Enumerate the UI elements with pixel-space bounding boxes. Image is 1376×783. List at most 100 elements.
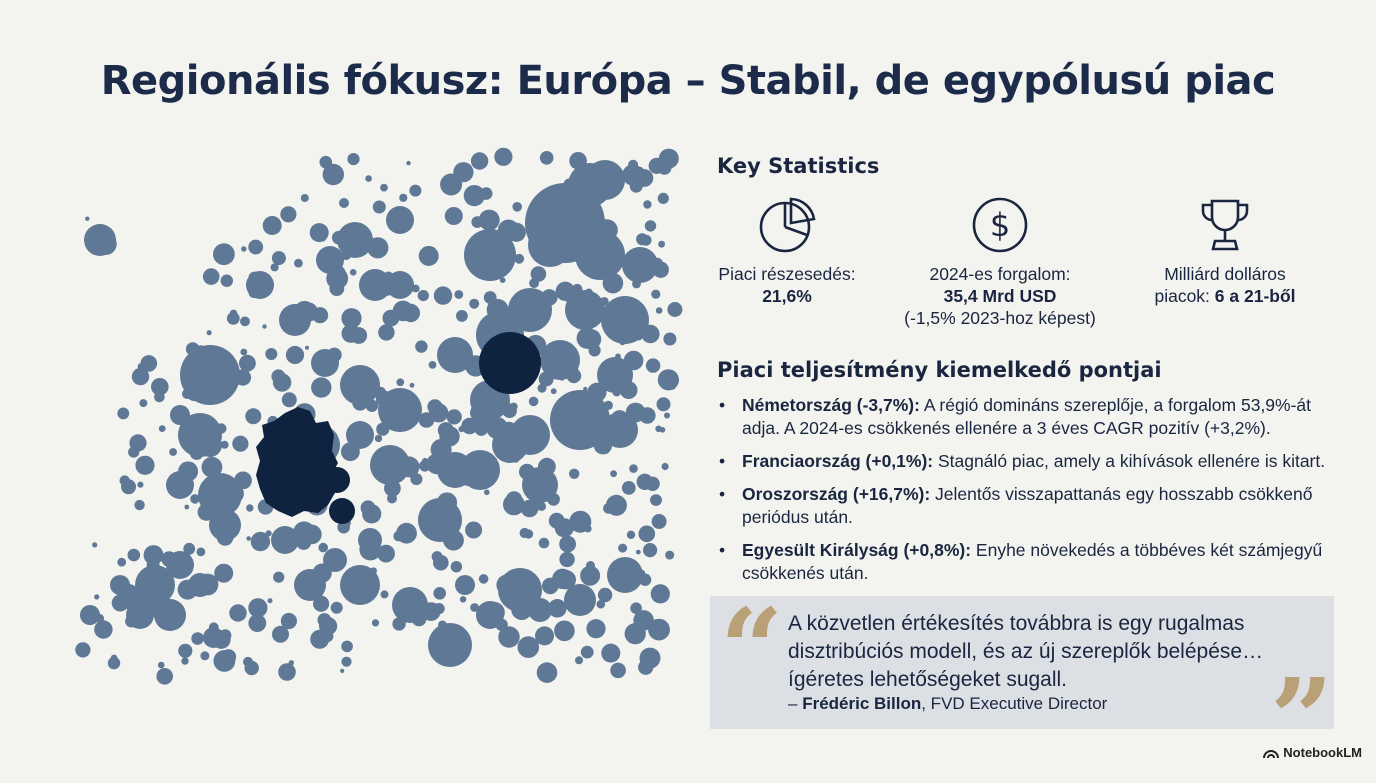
quote-box: “ A közvetlen értékesítés továbbra is eg… [710,594,1334,774]
map-bubble [588,344,601,357]
map-bubble [246,504,254,512]
map-bubble [652,261,669,278]
map-bubble [470,152,489,170]
map-bubble [325,552,344,570]
map-bubble [596,599,606,609]
stat-value: 21,6% [762,286,812,306]
map-bubble [555,281,575,301]
map-bubble [375,284,386,295]
map-bubble [117,407,130,420]
map-bubble [636,233,649,246]
map-bubble [332,230,346,245]
map-bubble [85,216,90,221]
map-bubble [119,475,130,486]
map-bubble [248,598,268,618]
map-bubble [625,402,646,423]
map-bubble [262,216,282,235]
map-bubble [648,618,670,641]
map-bubble [638,525,656,543]
map-bubble [346,421,374,449]
map-bubble [437,422,454,439]
map-bubble [145,597,166,617]
map-bubble [267,598,273,604]
map-bubble [473,236,488,251]
map-bubble [189,446,204,460]
map-bubble [417,290,429,302]
map-bubble [475,384,483,391]
map-bubble [296,583,308,594]
map-bubble [525,581,536,591]
map-bubble [438,620,447,630]
map-bubble [474,422,488,436]
map-bubble [651,289,661,299]
map-bubble [280,612,297,630]
map-bubble [376,422,390,436]
map-bubble [470,603,479,612]
map-bubble [248,287,260,299]
map-bubble [226,312,240,325]
map-bubble [633,610,654,631]
map-bubble [288,660,294,666]
map-bubble [139,399,148,408]
svg-text:$: $ [990,206,1010,244]
map-bubble [575,656,583,665]
map-bubble [161,551,177,567]
map-bubble [621,256,630,265]
map-bubble [232,435,249,452]
highlight-country: Franciaország (+0,1%): [742,451,934,471]
map-bubble [191,632,204,645]
dollar-icon: $ [972,197,1028,253]
highlight-text: Jelentős visszapattanás egy hosszabb csö… [742,484,1313,527]
map-bubble [519,463,535,480]
map-bubble [636,473,653,490]
stat-value: 6 a 21-ből [1214,286,1296,306]
map-bubble [619,339,626,346]
map-bubble [349,269,357,276]
list-item: • Egyesült Királyság (+0,8%): Enyhe növek… [717,539,1327,585]
map-bubble [160,579,169,588]
map-bubble [486,298,509,321]
map-bubble [496,574,518,596]
map-bubble [629,464,638,473]
map-bubble [511,598,533,620]
brand-name: NotebookLM [1283,745,1362,760]
bullet-dot: • [719,395,726,415]
map-bubble [380,590,389,599]
germany-shape [256,407,338,517]
highlight-text: Enyhe növekedés a többéves két számjegyű… [742,540,1323,583]
map-bubble [196,573,219,596]
map-bubble [625,328,637,340]
map-bubble [548,512,565,529]
map-bubble [444,207,463,225]
map-bubble [341,640,353,653]
map-bubble [143,545,164,565]
map-bubble [273,571,285,583]
map-bubble [511,454,520,463]
map-bubble [428,623,472,667]
map-bubble [626,166,647,186]
map-bubble [509,402,518,411]
map-bubble [643,200,652,209]
map-bubble [158,425,166,432]
map-bubble [216,529,234,546]
map-bubble [559,535,576,553]
map-bubble [661,462,669,471]
map-bubble [622,247,658,283]
map-bubble [234,471,252,490]
map-bubble [636,265,646,275]
map-bubble [318,542,329,553]
map-bubble [110,654,118,662]
map-bubble [587,382,607,402]
map-bubble [330,601,343,614]
map-bubble [603,400,613,410]
map-bubble [201,446,208,453]
map-bubble [229,604,247,622]
map-bubble [433,587,447,600]
map-bubble [370,567,377,575]
map-bubble [564,584,596,616]
map-bubble [341,442,360,462]
stat-market-share: Piaci részesedés: 21,6% [712,195,862,307]
map-bubble [576,327,598,349]
map-bubble [312,563,332,583]
map-bubble [347,153,360,166]
